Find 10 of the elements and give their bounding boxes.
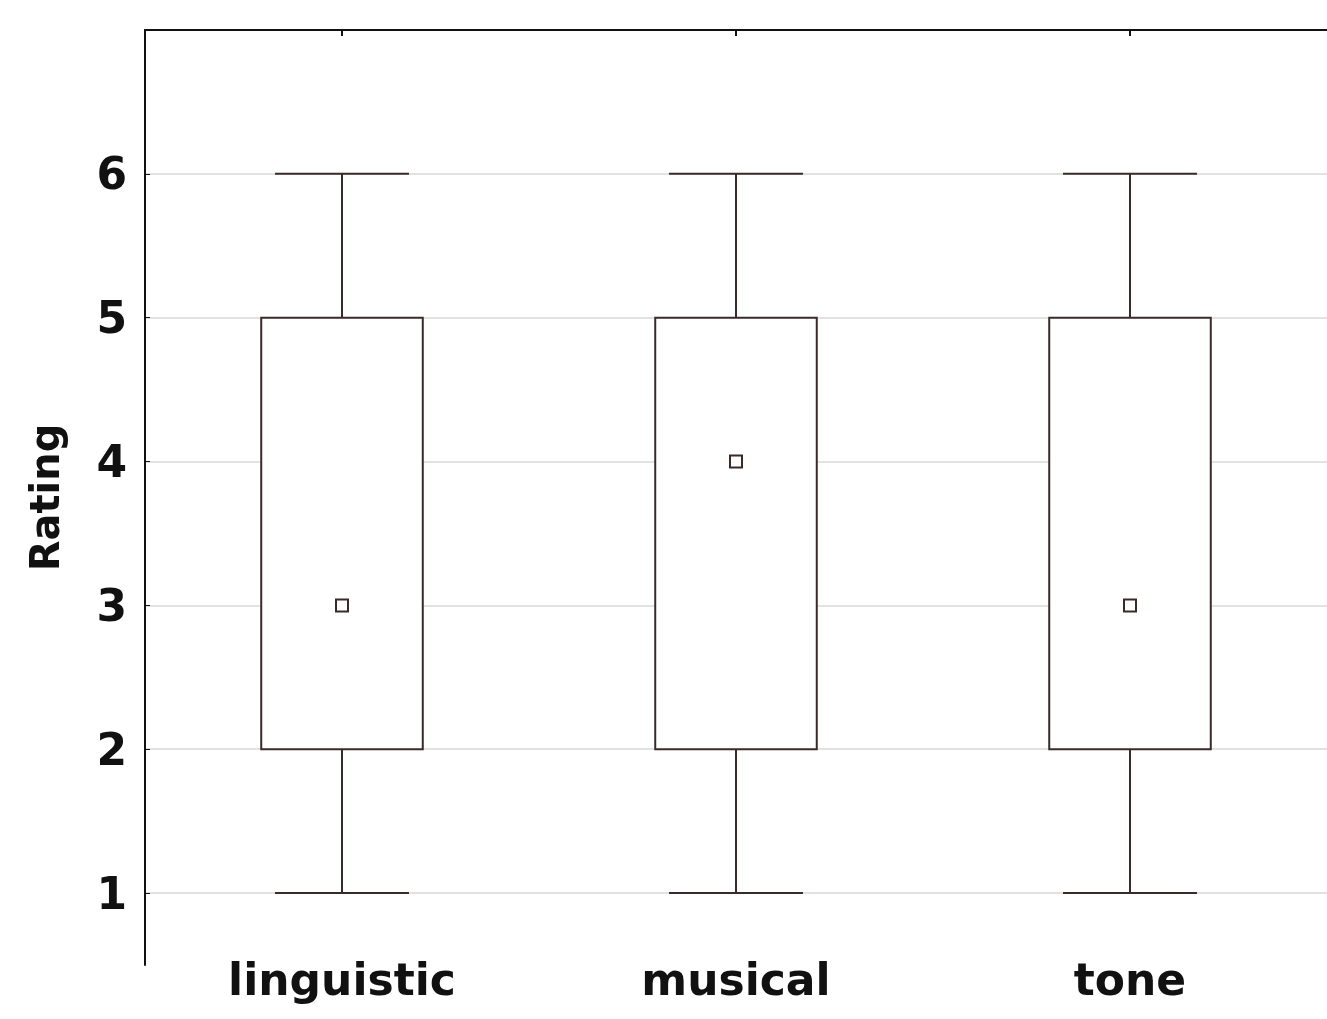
y-tick-label: 5 — [96, 292, 127, 344]
x-tick-label: tone — [1073, 953, 1187, 1005]
y-axis-title: Rating — [22, 423, 68, 572]
x-tick-label: musical — [641, 953, 831, 1005]
y-tick-label: 6 — [96, 148, 127, 200]
y-tick-label: 1 — [96, 867, 127, 919]
y-tick-label: 3 — [96, 579, 127, 631]
y-tick-label: 2 — [96, 723, 127, 775]
x-tick-label: linguistic — [228, 953, 456, 1005]
y-tick-label: 4 — [96, 436, 127, 488]
